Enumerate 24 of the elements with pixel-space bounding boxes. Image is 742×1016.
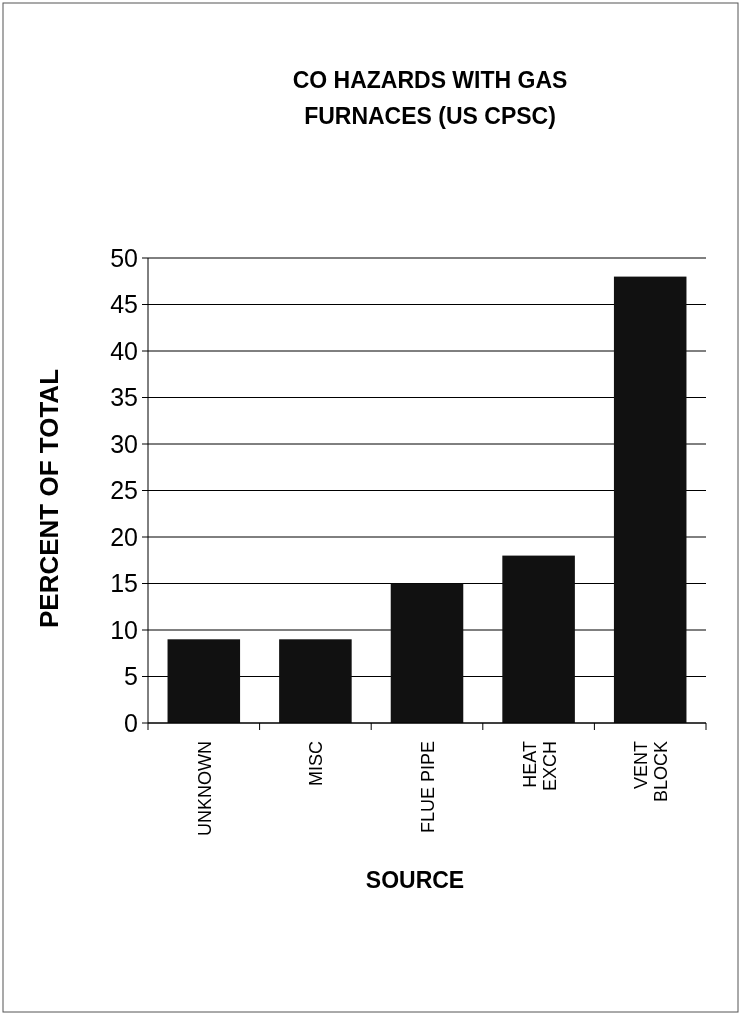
y-tick-label: 0 <box>124 708 138 737</box>
y-tick-label: 40 <box>110 336 138 365</box>
bar <box>279 639 352 723</box>
y-axis-title: PERCENT OF TOTAL <box>34 368 64 629</box>
y-tick-label: 45 <box>110 290 138 319</box>
bar <box>390 583 464 723</box>
bar <box>167 639 241 723</box>
y-tick-label: 5 <box>124 662 138 691</box>
x-tick-label: HEAT EXCH <box>519 741 560 792</box>
x-tick-label: UNKNOWN <box>194 741 215 836</box>
x-tick-label: VENT BLOCK <box>631 741 672 803</box>
y-tick-label: 35 <box>110 383 138 412</box>
bar <box>613 276 687 723</box>
x-tick-label: MISC <box>306 741 327 786</box>
y-tick-label: 10 <box>110 615 138 644</box>
x-tick-label: FLUE PIPE <box>418 741 438 834</box>
y-tick-label: 15 <box>110 569 138 598</box>
y-tick-label: 50 <box>110 243 138 272</box>
bar <box>502 555 575 723</box>
x-axis-title: SOURCE <box>365 867 465 893</box>
chart-title: CO HAZARDS WITH GAS FURNACES (US CPSC) <box>292 67 568 129</box>
y-tick-label: 20 <box>110 522 138 551</box>
y-tick-label: 30 <box>110 429 138 458</box>
y-tick-label: 25 <box>110 476 138 505</box>
